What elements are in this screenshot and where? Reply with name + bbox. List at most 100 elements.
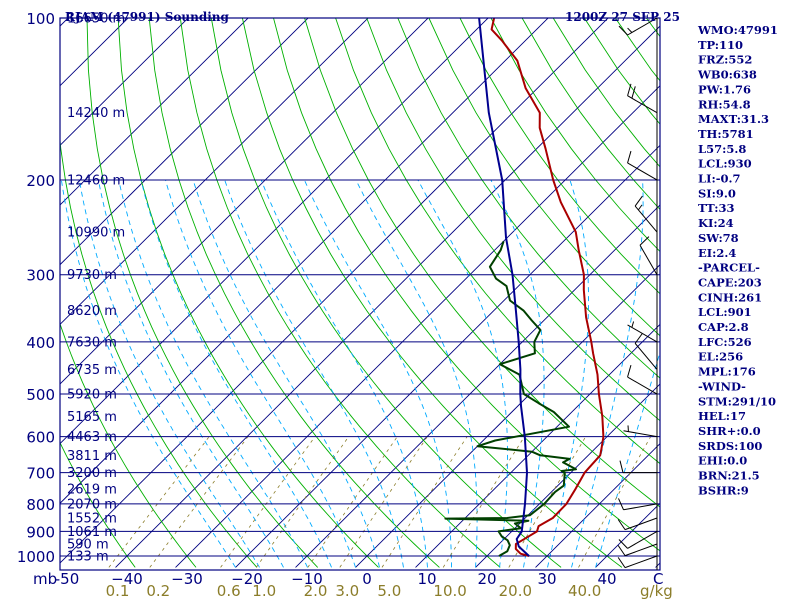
isotherm-line (60, 18, 609, 564)
isotherm-line (415, 323, 660, 568)
height-label: 14240 m (67, 106, 125, 121)
wind-barb-feather (617, 557, 626, 568)
dry-adiabat-line (397, 18, 660, 379)
pressure-tick-label: 400 (26, 334, 55, 352)
wind-barb-staff (634, 205, 658, 233)
height-label: 133 m (67, 550, 109, 565)
dry-adiabat-line (335, 18, 660, 465)
mixing-ratio-line (578, 436, 652, 568)
mixing-ratio-line (220, 436, 316, 568)
isotherm-line (115, 25, 660, 568)
moist-adiabat-line (165, 179, 356, 568)
wind-barb-staff (627, 324, 658, 343)
pressure-tick-label: 300 (26, 267, 55, 285)
dry-adiabat-line (86, 18, 319, 568)
index-line: MPL:176 (698, 365, 756, 379)
wind-barb-staff (634, 343, 658, 370)
dry-adiabat-line (241, 18, 623, 568)
wind-barb-staff (624, 555, 658, 569)
mixing-ratio-tick-label: 2.0 (304, 582, 328, 600)
index-line: BRN:21.5 (698, 469, 760, 483)
wind-barb (618, 17, 658, 36)
wind-barb (627, 365, 658, 395)
index-line: L57:5.8 (698, 142, 746, 156)
index-line: HEL:17 (698, 409, 746, 423)
isotherm-line (60, 18, 429, 385)
index-line: LI:-0.7 (698, 172, 741, 186)
index-line: LCL:901 (698, 305, 752, 319)
wind-barb-half-feather (627, 27, 633, 33)
mixing-ratio-tick-label: 0.6 (217, 582, 241, 600)
pressure-tick-label: 500 (26, 386, 55, 404)
wind-barb-feather (631, 86, 636, 99)
dry-adiabat-line (459, 18, 660, 295)
wind-barb (627, 83, 658, 114)
moist-adiabat-line (97, 179, 284, 568)
temperature-tick-label: −40 (111, 570, 143, 588)
moist-adiabat-line (78, 179, 260, 568)
index-line: FRZ:552 (698, 53, 752, 67)
sounding-time: 1200Z 27 SEP 25 (565, 10, 680, 24)
wind-barb-staff (627, 95, 658, 114)
index-line: BSHR:9 (698, 483, 749, 497)
mixing-ratio-line (508, 436, 587, 568)
station-title: RJAM (47991) Sounding (65, 10, 229, 24)
temperature-unit-label: C (653, 570, 663, 588)
isobars (60, 17, 660, 557)
height-label: 4463 m (67, 430, 117, 445)
parcel-line (478, 18, 530, 557)
wind-barb (639, 236, 658, 275)
isotherm-line (60, 18, 489, 445)
height-label: 6735 m (67, 363, 117, 378)
dry-adiabat-line (60, 135, 258, 568)
wind-barb-staff (624, 517, 658, 531)
index-line: WB0:638 (697, 68, 757, 82)
wind-barb (627, 150, 658, 181)
wind-barb-staff (623, 430, 658, 438)
height-label: 12460 m (67, 173, 125, 188)
index-line: CAP:2.8 (698, 320, 749, 334)
wind-barb (634, 195, 658, 233)
dry-adiabat-line (366, 18, 660, 422)
pressure-tick-label: 200 (26, 172, 55, 190)
index-line: -WIND- (698, 379, 746, 393)
isotherm-line (535, 443, 660, 568)
isotherm-line (235, 144, 660, 568)
isotherm-line (60, 18, 549, 504)
dry-adiabat-line (60, 322, 197, 568)
index-line: SW:78 (698, 231, 739, 245)
index-line: CAPE:203 (698, 275, 762, 289)
index-line: EHI:0.0 (698, 454, 747, 468)
isotherm-line (355, 264, 660, 568)
index-line: LFC:526 (698, 335, 752, 349)
pressure-unit-label: mb (33, 570, 57, 588)
dewpoint-line (444, 240, 577, 557)
index-line: TH:5781 (698, 127, 754, 141)
temperature-tick-label: 30 (537, 570, 556, 588)
index-line: PW:1.76 (698, 82, 751, 96)
wind-barb-staff (627, 530, 658, 549)
wind-barb (617, 555, 658, 569)
height-label: 1552 m (67, 512, 117, 527)
dry-adiabat-line (179, 18, 501, 568)
wind-barb-staff (627, 17, 658, 36)
mixing-ratio-line (255, 436, 350, 568)
index-line: RH:54.8 (698, 97, 751, 111)
mixing-ratio-tick-label: 20.0 (499, 582, 532, 600)
temperature-tick-label: −10 (291, 570, 323, 588)
index-line: SRDS:100 (698, 439, 762, 453)
wind-barb-feather (618, 539, 628, 549)
index-line: WMO:47991 (697, 23, 778, 37)
wind-barb-feather (619, 460, 624, 473)
height-label: 7630 m (67, 335, 117, 350)
wind-barb-feather (634, 195, 643, 207)
temperature-tick-label: −30 (171, 570, 203, 588)
height-label: 5920 m (67, 388, 117, 403)
dry-adiabat-line (490, 18, 660, 253)
wind-barb (617, 543, 658, 557)
dry-adiabat-line (117, 18, 379, 568)
wind-barb-feather (618, 25, 628, 36)
wind-barb-feather (617, 519, 626, 530)
moist-adiabat-line (595, 350, 660, 568)
